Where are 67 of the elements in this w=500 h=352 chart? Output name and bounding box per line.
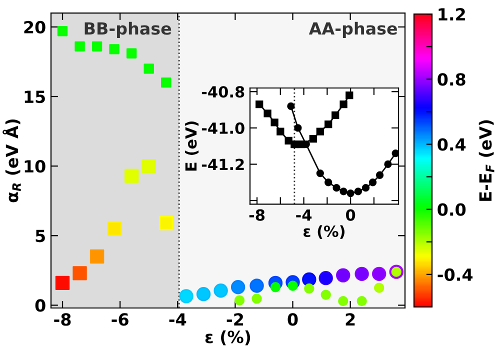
color-bar-label: 0.4 xyxy=(438,138,466,151)
point xyxy=(368,178,377,186)
x-tick-label: 2 xyxy=(346,313,355,326)
point xyxy=(92,41,102,52)
point xyxy=(324,120,332,128)
band-label: AA-phase xyxy=(308,22,397,38)
band-label: BB-phase xyxy=(84,22,172,38)
x-tick-label: -8 xyxy=(249,209,265,221)
point xyxy=(159,216,174,230)
y-tick-label: 10 xyxy=(24,160,46,173)
y-tick-label: 5 xyxy=(36,230,45,242)
point xyxy=(107,222,122,236)
point xyxy=(72,266,87,280)
point xyxy=(294,124,302,132)
point xyxy=(161,78,172,88)
color-bar-title: E-E$_{F}$ (eV) xyxy=(478,120,494,201)
y-tick-label: -41.2 xyxy=(202,158,244,170)
color-bar-label: -0.4 xyxy=(438,268,473,281)
x-tick-label: -2 xyxy=(226,313,244,326)
point xyxy=(142,158,156,174)
y-tick-label: -40.8 xyxy=(202,86,244,98)
point xyxy=(74,41,85,52)
point xyxy=(346,91,354,100)
point xyxy=(124,168,139,183)
point xyxy=(362,184,370,192)
x-tick-label: -4 xyxy=(169,313,186,326)
x-tick-label: -4 xyxy=(296,209,312,221)
point xyxy=(144,64,154,74)
point xyxy=(276,128,284,136)
x-tick-label: -6 xyxy=(112,313,128,326)
point xyxy=(346,189,354,198)
color-bar-label: 0.0 xyxy=(438,203,466,216)
point xyxy=(316,169,324,178)
point xyxy=(90,249,104,264)
color-bar-label: 1.2 xyxy=(438,8,465,20)
point xyxy=(109,44,120,54)
point xyxy=(384,160,392,168)
point xyxy=(287,102,295,110)
point xyxy=(126,48,137,58)
point xyxy=(309,135,317,143)
point xyxy=(270,118,278,126)
x-tick-label: 0 xyxy=(288,313,298,326)
point xyxy=(264,110,272,118)
x-axis-title: ε (%) xyxy=(304,225,344,239)
y-tick-label: 20 xyxy=(24,20,46,34)
point xyxy=(57,26,68,36)
point xyxy=(376,171,384,179)
y-tick-label: 0 xyxy=(35,299,46,312)
point xyxy=(316,128,324,136)
y-axis-title: E (eV) xyxy=(184,121,199,171)
point xyxy=(332,111,340,120)
point xyxy=(354,188,362,196)
y-axis-title: α$_{R}$ (eV Å) xyxy=(2,119,21,202)
point xyxy=(340,188,348,196)
point xyxy=(55,276,70,290)
color-bar-label: 0.8 xyxy=(438,73,466,86)
x-tick-label: 0 xyxy=(346,209,356,221)
point xyxy=(324,178,332,186)
point xyxy=(392,150,398,158)
x-axis-title: ε (%) xyxy=(205,330,250,346)
x-tick-label: -8 xyxy=(54,313,71,326)
y-tick-label: -41.0 xyxy=(202,122,244,134)
point xyxy=(256,100,264,108)
y-tick-label: 15 xyxy=(24,90,45,104)
point xyxy=(290,140,298,148)
point xyxy=(332,184,340,192)
point xyxy=(340,100,348,108)
